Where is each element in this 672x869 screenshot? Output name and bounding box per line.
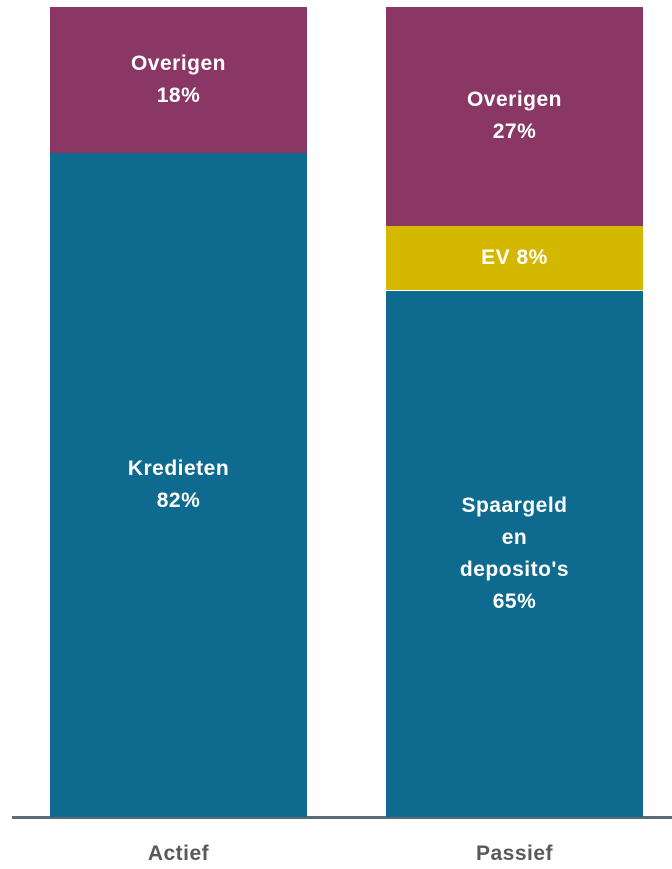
segment-label: Spaargeld en deposito's 65% xyxy=(447,490,582,618)
bar-segment: Overigen 27% xyxy=(386,7,643,226)
segment-name: Overigen xyxy=(130,51,227,75)
segment-label: Overigen 18% xyxy=(131,48,226,112)
data-label: 8% xyxy=(516,246,548,270)
data-label: 27% xyxy=(492,120,537,144)
segment-label: Kredieten 82% xyxy=(128,453,229,517)
segment-name: Overigen xyxy=(466,88,563,112)
bar-segment: Overigen 18% xyxy=(50,7,307,153)
bar-segment: Spaargeld en deposito's 65% xyxy=(386,290,643,817)
segment-name: EV xyxy=(481,246,511,270)
x-tick-label: Passief xyxy=(475,842,554,865)
bar-segment: Kredieten 82% xyxy=(50,152,307,817)
x-tick-label: Actief xyxy=(147,842,210,865)
segment-label: Overigen 27% xyxy=(467,84,562,148)
data-label: 65% xyxy=(492,589,537,613)
segment-name: Spaargeld en deposito's xyxy=(459,493,570,581)
segment-name: Kredieten xyxy=(127,456,230,480)
data-label: 82% xyxy=(156,488,201,512)
bar-segment: EV 8% xyxy=(386,225,643,291)
segment-label: EV 8% xyxy=(481,242,548,274)
data-label: 18% xyxy=(156,83,201,107)
x-axis-line xyxy=(12,816,672,819)
